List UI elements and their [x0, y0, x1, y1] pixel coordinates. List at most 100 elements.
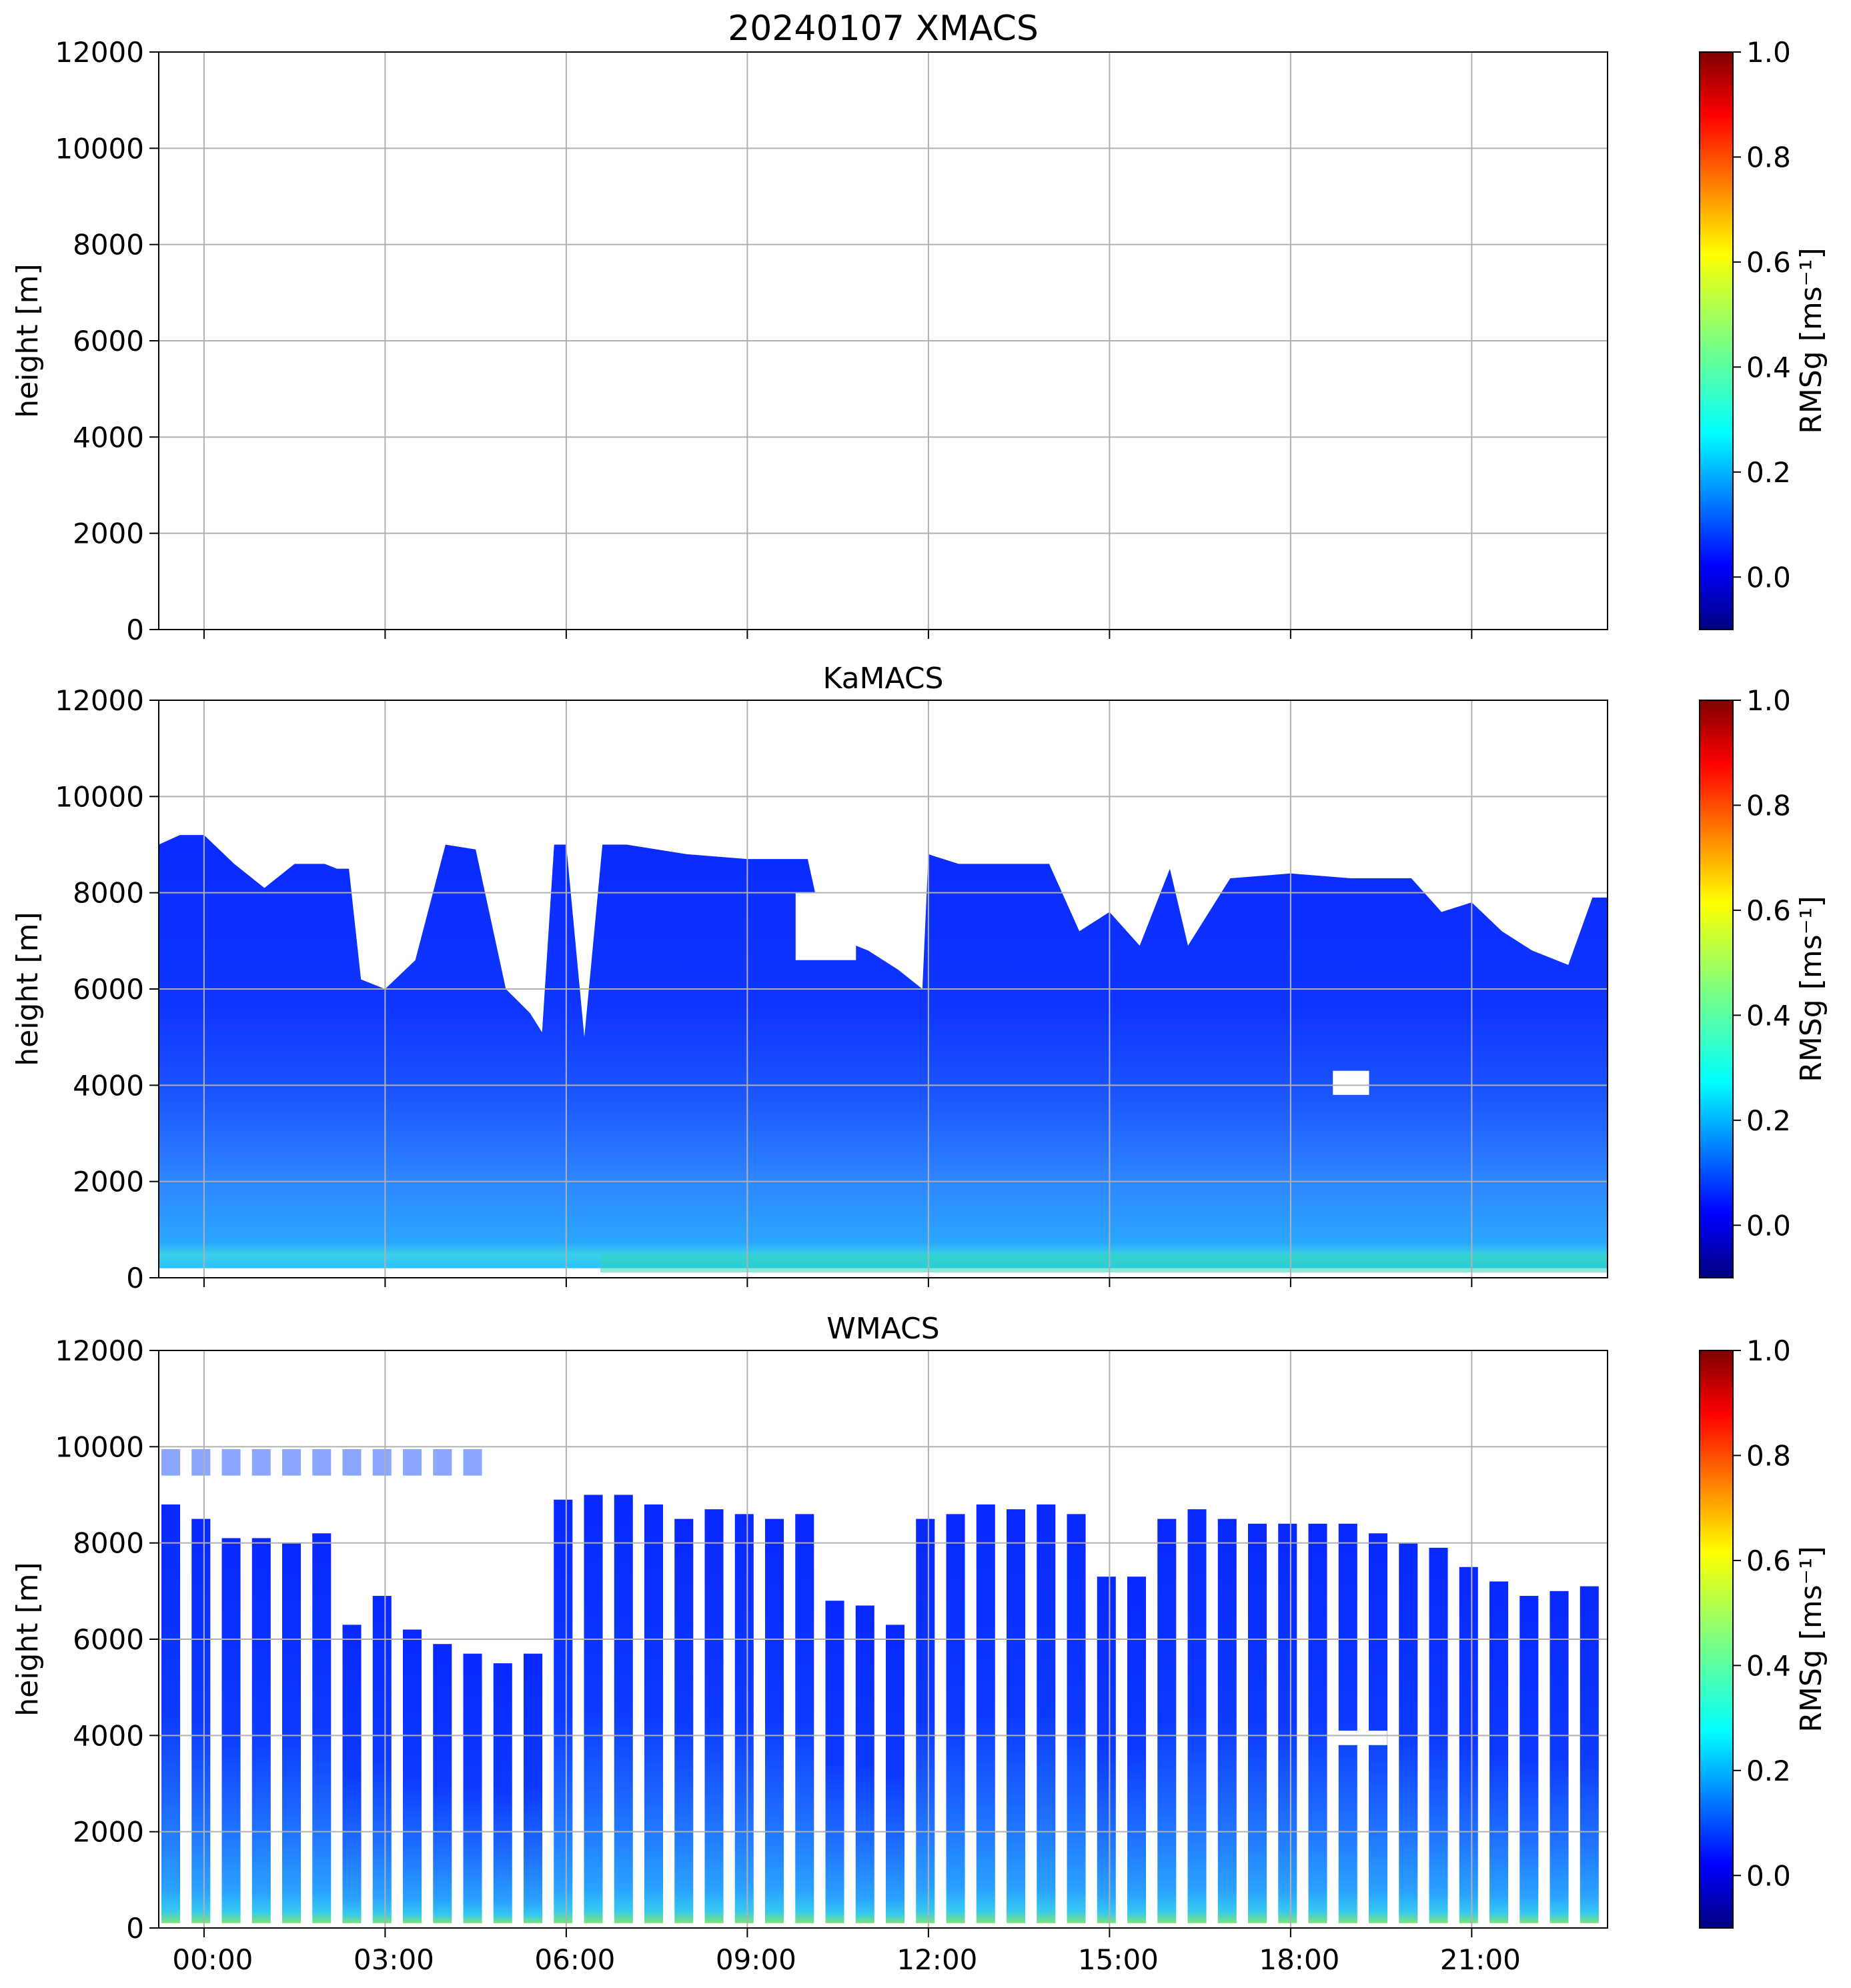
kamacs-y-ticks: 0 2000 4000 6000 8000 10000 12000 [55, 684, 159, 1294]
wmacs-stripe [433, 1644, 452, 1923]
wmacs-stripe [1067, 1514, 1086, 1923]
wmacs-stripe [1459, 1567, 1478, 1923]
wmacs-stripe [463, 1653, 482, 1923]
y-tick-label: 8000 [73, 229, 144, 261]
colorbar-tick-label: 0.8 [1746, 789, 1791, 822]
wmacs-stripe [403, 1629, 422, 1923]
y-tick-label: 10000 [55, 132, 144, 165]
y-tick-label: 6000 [73, 1623, 144, 1656]
y-tick-label: 6000 [73, 973, 144, 1006]
wmacs-stripe [191, 1519, 211, 1923]
colorbar-tick-label: 1.0 [1746, 684, 1791, 717]
wmacs-stripe [916, 1519, 935, 1923]
kamacs-grid [159, 700, 1608, 1278]
y-tick-label: 8000 [73, 877, 144, 910]
wmacs-upper-echo [342, 1448, 362, 1476]
data-gap [795, 892, 856, 960]
wmacs-upper-echo [221, 1448, 241, 1476]
wmacs-stripe [1489, 1581, 1509, 1923]
xmacs-colorbar: 0.0 0.2 0.4 0.6 0.8 1.0 RMSg [ms⁻¹] [1699, 36, 1828, 630]
kamacs-colorbar: 0.0 0.2 0.4 0.6 0.8 1.0 RMSg [ms⁻¹] [1699, 684, 1828, 1278]
wmacs-stripe [1248, 1523, 1267, 1923]
wmacs-stripe [1519, 1596, 1539, 1923]
x-tick-label: 09:00 [716, 1943, 796, 1976]
x-tick-label: 00:00 [172, 1943, 253, 1976]
colorbar-tick-label: 1.0 [1746, 36, 1791, 69]
y-tick-label: 10000 [55, 1430, 144, 1463]
y-tick-label: 4000 [73, 1719, 144, 1752]
colorbar-tick-label: 0.8 [1746, 141, 1791, 173]
wmacs-stripe [976, 1504, 995, 1923]
wmacs-stripe [312, 1533, 332, 1923]
wmacs-upper-echo [463, 1448, 482, 1476]
wmacs-ylabel: height [m] [11, 1562, 45, 1716]
wmacs-stripe [1399, 1543, 1418, 1923]
wmacs-stripe [1278, 1523, 1297, 1923]
wmacs-stripe [1550, 1591, 1569, 1923]
colorbar-label: RMSg [ms⁻¹] [1794, 896, 1828, 1082]
wmacs-stripe [1157, 1519, 1177, 1923]
wmacs-gaps [1333, 1731, 1387, 1745]
colorbar-tick-label: 0.6 [1746, 1545, 1791, 1577]
kamacs-panel: KaMACS height [m] 0 2000 4000 6000 8000 10000… [11, 662, 1828, 1294]
wmacs-upper-echo [251, 1448, 271, 1476]
kamacs-x-ticks [203, 1278, 1473, 1287]
wmacs-stripe [221, 1538, 241, 1923]
wmacs-stripe [342, 1625, 362, 1923]
y-tick-label: 12000 [55, 1334, 144, 1367]
y-tick-label: 6000 [73, 325, 144, 357]
wmacs-stripe [251, 1538, 271, 1923]
y-tick-label: 12000 [55, 684, 144, 717]
wmacs-stripe [282, 1543, 301, 1923]
xmacs-panel: 20240107 XMACS height [m] 0 2000 4000 6000 8… [11, 9, 1828, 646]
wmacs-upper-echo [372, 1448, 392, 1476]
wmacs-upper-echo [161, 1448, 181, 1476]
colorbar-tick-label: 0.4 [1746, 999, 1791, 1032]
colorbar-tick-label: 0.6 [1746, 246, 1791, 279]
wmacs-stripe [644, 1504, 664, 1923]
y-tick-label: 10000 [55, 780, 144, 813]
y-tick-label: 2000 [73, 518, 144, 550]
xmacs-x-ticks [203, 630, 1473, 639]
y-tick-label: 4000 [73, 1069, 144, 1102]
y-tick-label: 0 [126, 1912, 144, 1945]
wmacs-stripe [825, 1601, 844, 1923]
x-tick-label: 12:00 [896, 1943, 977, 1976]
wmacs-title: WMACS [826, 1312, 939, 1346]
x-tick-label: 18:00 [1259, 1943, 1339, 1976]
kamacs-surface-clutter [600, 1254, 1608, 1272]
wmacs-stripe [886, 1625, 905, 1923]
colorbar-tick-label: 0.4 [1746, 1649, 1791, 1682]
wmacs-stripe [1338, 1523, 1357, 1923]
wmacs-stripe [1369, 1533, 1388, 1923]
wmacs-colorbar: 0.0 0.2 0.4 0.6 0.8 1.0 RMSg [ms⁻¹] [1699, 1334, 1828, 1929]
x-tick-label: 15:00 [1078, 1943, 1159, 1976]
wmacs-upper-layer [161, 1448, 482, 1476]
wmacs-stripe [1308, 1523, 1327, 1923]
colorbar-label: RMSg [ms⁻¹] [1794, 1546, 1828, 1732]
wmacs-upper-echo [282, 1448, 301, 1476]
wmacs-stripe [765, 1519, 784, 1923]
wmacs-upper-echo [403, 1448, 422, 1476]
xmacs-grid [159, 52, 1608, 630]
wmacs-stripe [704, 1509, 724, 1923]
wmacs-stripe [1097, 1577, 1116, 1923]
wmacs-upper-echo [191, 1448, 211, 1476]
wmacs-stripe [946, 1514, 965, 1923]
wmacs-x-ticks: 00:00 03:00 06:00 09:00 12:00 15:00 18:00 21:00 [172, 1928, 1521, 1976]
colorbar-gradient [1699, 1350, 1734, 1929]
wmacs-stripe [855, 1605, 874, 1923]
colorbar-tick-label: 0.2 [1746, 1104, 1791, 1137]
wmacs-stripe [1580, 1586, 1599, 1923]
colorbar-tick-label: 0.4 [1746, 351, 1791, 383]
colorbar-tick-label: 1.0 [1746, 1334, 1791, 1367]
x-tick-label: 06:00 [534, 1943, 615, 1976]
xmacs-ylabel: height [m] [11, 263, 45, 417]
xmacs-y-ticks: 0 2000 4000 6000 8000 10000 12000 [55, 36, 159, 646]
y-tick-label: 12000 [55, 36, 144, 69]
kamacs-gaps [795, 892, 1369, 1095]
kamacs-cloud-field [159, 835, 1608, 1268]
wmacs-stripe [372, 1596, 392, 1923]
wmacs-panel: WMACS height [m] 0 2000 4000 6000 8000 10000 1… [11, 1312, 1828, 1976]
y-tick-label: 4000 [73, 421, 144, 453]
